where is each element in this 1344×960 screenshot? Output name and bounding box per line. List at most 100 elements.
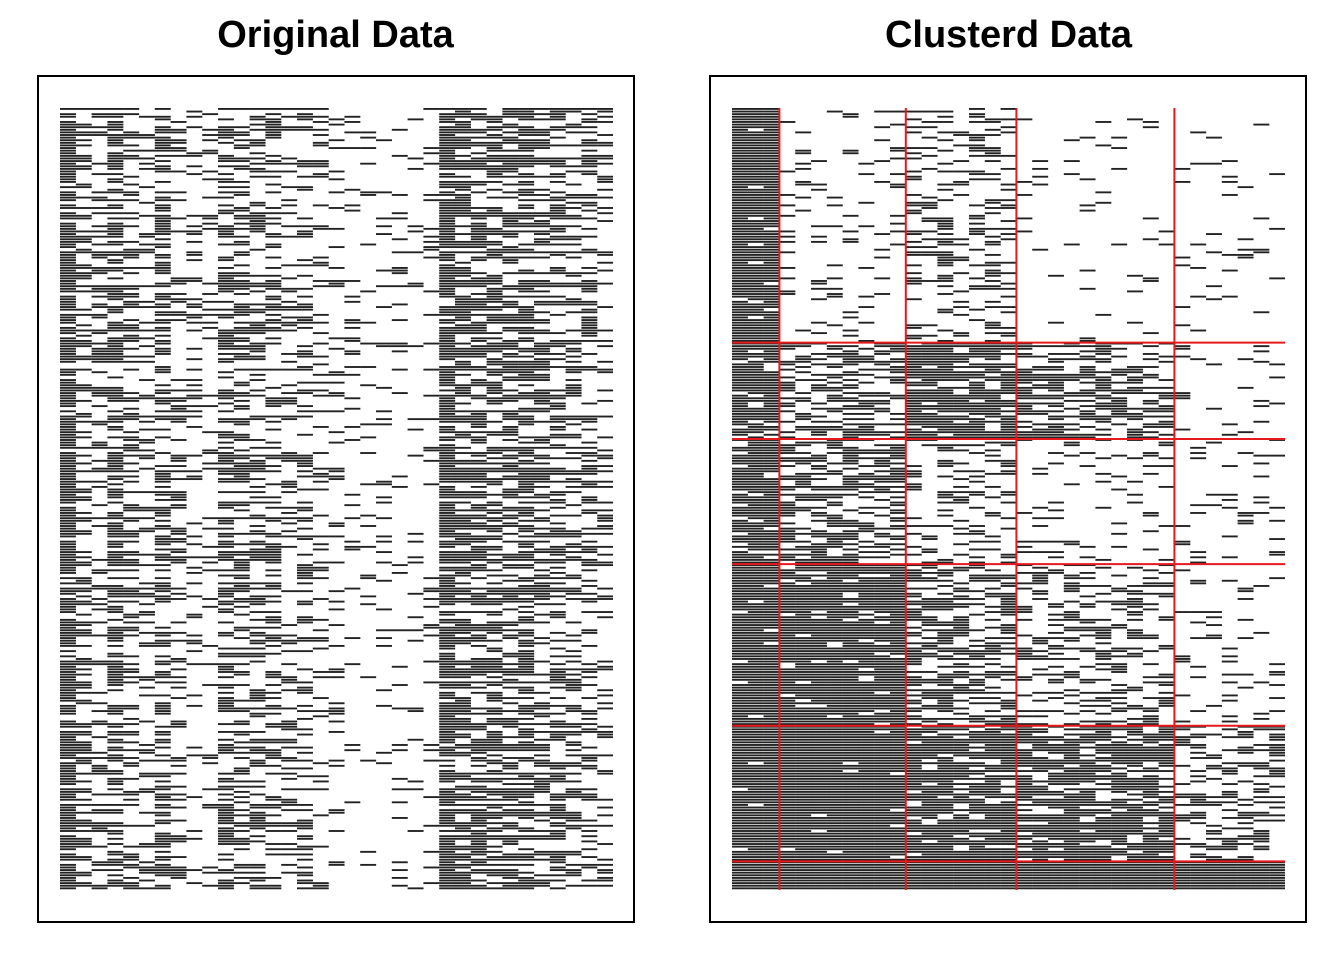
matrix-cell <box>486 717 503 720</box>
matrix-cell <box>312 535 329 538</box>
matrix-cell <box>455 785 471 788</box>
matrix-cell <box>518 616 535 619</box>
matrix-cell <box>502 256 519 259</box>
matrix-cell <box>265 543 282 546</box>
matrix-cell <box>518 564 535 567</box>
matrix-cell <box>154 285 171 288</box>
matrix-cell <box>281 741 298 744</box>
matrix-cell <box>123 887 140 890</box>
matrix-cell <box>60 136 76 139</box>
matrix-cell <box>597 501 613 504</box>
matrix-cell <box>123 418 140 421</box>
matrix-cell <box>518 744 535 746</box>
matrix-cell <box>984 300 1001 303</box>
matrix-cell <box>218 858 234 861</box>
matrix-cell <box>597 824 613 827</box>
matrix-cell <box>534 319 550 322</box>
matrix-cell <box>281 483 298 486</box>
matrix-cell <box>984 152 1001 155</box>
matrix-cell <box>170 835 187 838</box>
matrix-cell <box>60 423 76 426</box>
matrix-cell <box>170 856 187 858</box>
matrix-cell <box>597 470 613 473</box>
matrix-cell <box>139 582 155 585</box>
matrix-cell <box>139 720 155 723</box>
matrix-cell <box>154 759 171 762</box>
matrix-cell <box>763 126 780 129</box>
matrix-cell <box>518 707 535 710</box>
matrix-cell <box>732 324 748 327</box>
matrix-cell <box>518 512 535 514</box>
matrix-cell <box>1048 373 1064 376</box>
matrix-cell <box>60 259 76 262</box>
matrix-cell <box>265 684 282 686</box>
matrix-cell <box>486 811 503 814</box>
matrix-cell <box>91 585 108 587</box>
matrix-cell <box>265 519 282 522</box>
matrix-cell <box>1000 167 1017 170</box>
matrix-cell <box>107 803 124 806</box>
matrix-cell <box>60 227 76 230</box>
matrix-cell <box>312 788 329 791</box>
matrix-cell <box>921 238 938 241</box>
matrix-cell <box>328 668 345 671</box>
matrix-cell <box>969 136 985 139</box>
matrix-cell <box>921 334 938 337</box>
matrix-cell <box>107 665 124 668</box>
matrix-cell <box>281 663 298 666</box>
matrix-cell <box>107 858 124 861</box>
matrix-cell <box>763 272 780 275</box>
matrix-cell <box>218 126 234 129</box>
matrix-cell <box>597 689 613 692</box>
matrix-cell <box>439 525 456 527</box>
matrix-cell <box>265 704 282 707</box>
matrix-cell <box>518 290 535 293</box>
matrix-cell <box>486 590 503 593</box>
matrix-cell <box>218 809 234 812</box>
matrix-cell <box>91 303 108 306</box>
matrix-cell <box>502 339 519 342</box>
matrix-cell <box>470 115 487 118</box>
matrix-cell <box>154 626 171 629</box>
matrix-cell <box>455 671 471 673</box>
matrix-cell <box>1142 373 1159 376</box>
matrix-cell <box>297 475 313 478</box>
matrix-cell <box>549 603 566 606</box>
matrix-cell <box>139 603 155 606</box>
matrix-cell <box>107 113 124 116</box>
matrix-cell <box>107 389 124 392</box>
matrix-cell <box>107 830 124 832</box>
matrix-cell <box>486 777 503 780</box>
matrix-cell <box>154 866 171 869</box>
matrix-cell <box>139 360 155 363</box>
matrix-cell <box>75 837 92 840</box>
matrix-cell <box>265 634 282 637</box>
matrix-cell <box>747 141 764 144</box>
matrix-cell <box>60 128 76 131</box>
matrix-cell <box>107 394 124 397</box>
matrix-cell <box>218 558 234 561</box>
matrix-cell <box>470 553 487 556</box>
matrix-cell <box>581 663 598 666</box>
matrix-cell <box>470 480 487 483</box>
matrix-cell <box>549 527 566 530</box>
matrix-cell <box>1079 345 1096 348</box>
matrix-cell <box>518 217 535 220</box>
matrix-cell <box>1221 253 1238 256</box>
matrix-cell <box>597 175 613 178</box>
matrix-cell <box>265 585 282 587</box>
matrix-cell <box>486 665 503 668</box>
matrix-cell <box>154 227 171 230</box>
matrix-cell <box>360 243 377 246</box>
matrix-cell <box>218 819 234 822</box>
matrix-cell <box>732 339 748 342</box>
matrix-cell <box>107 243 124 246</box>
matrix-cell <box>233 733 250 736</box>
matrix-cell <box>312 175 329 178</box>
matrix-cell <box>249 746 266 749</box>
matrix-cell <box>297 126 313 129</box>
matrix-cell <box>969 204 985 207</box>
matrix-cell <box>826 353 843 355</box>
matrix-cell <box>455 746 471 749</box>
matrix-cell <box>905 334 922 337</box>
